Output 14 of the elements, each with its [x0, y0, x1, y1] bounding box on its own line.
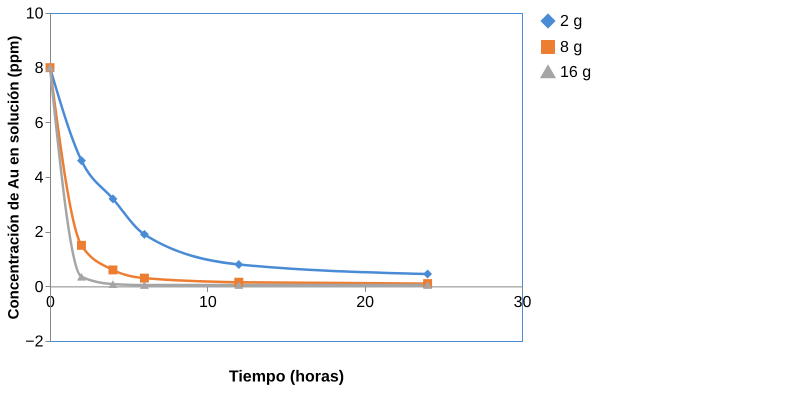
legend-label: 2 g	[560, 13, 582, 30]
legend-label: 16 g	[560, 64, 592, 81]
y-tick-label: −2	[25, 334, 44, 350]
y-tick-label: 6	[34, 114, 44, 132]
x-tick-label: 20	[356, 294, 374, 311]
y-tick-label: 2	[34, 224, 44, 242]
x-axis-title: Tiempo (horas)	[228, 368, 344, 386]
y-axis-title: Concentración de Au en solución (ppm)	[5, 36, 22, 320]
y-tick-label: 10	[26, 6, 44, 22]
y-tick-label: 8	[34, 60, 44, 78]
legend-label: 8 g	[560, 39, 582, 56]
x-tick-label: 10	[198, 294, 217, 311]
y-tick-label: 0	[34, 278, 44, 296]
y-tick-label: 4	[34, 170, 44, 186]
